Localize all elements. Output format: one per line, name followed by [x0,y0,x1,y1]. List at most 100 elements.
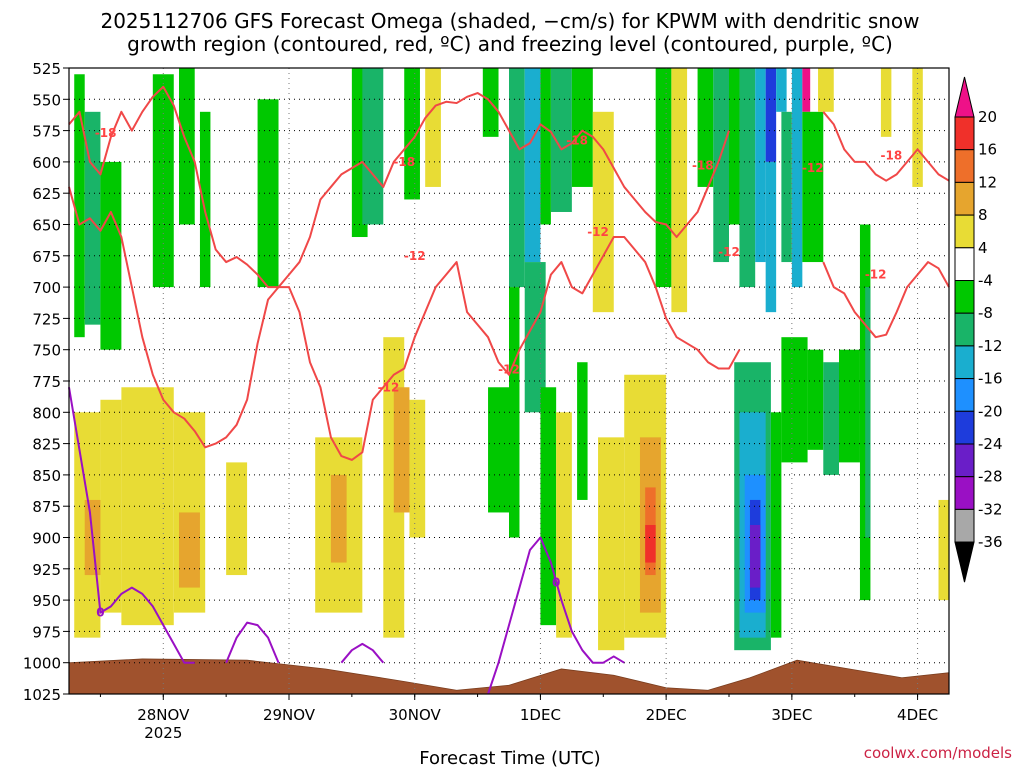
x-tick-label: 30NOV [389,706,442,724]
omega-cell [912,68,923,187]
x-tick-sublabel: 2025 [144,724,182,742]
credit-text: coolwx.com/models [864,744,1012,762]
chart-title-line-1: 2025112706 GFS Forecast Omega (shaded, −… [100,9,919,33]
omega-cell [781,337,808,463]
omega-cell [577,362,588,500]
omega-cell [179,68,195,225]
freezing-level-contour [225,621,280,664]
colorbar-bin [954,149,975,183]
y-tick-label: 725 [32,310,61,328]
x-tick-label: 3DEC [771,706,812,724]
colorbar-label: -28 [978,468,1003,486]
colorbar-bin [954,345,975,380]
colorbar-bin [954,214,975,249]
colorbar-label: -32 [978,500,1003,518]
colorbar-label: 16 [978,141,997,159]
omega-cell [550,68,572,212]
omega-cell [645,524,656,563]
terrain-surface [68,658,950,695]
contour-label: 0 [96,606,104,620]
omega-cell [524,262,546,413]
omega-cell [865,287,871,538]
y-tick-label: 550 [32,91,61,109]
colorbar: 20 16 12 8 4 -4 -8 -12 -16 -20 -24 -28 -32 -36 [954,76,1003,583]
freezing-level-contour [68,387,195,664]
colorbar-label: -4 [978,272,993,290]
freezing-level-contour [487,536,625,695]
x-tick-label: 2DEC [646,706,687,724]
colorbar-bin [954,378,975,412]
y-tick-label: 925 [32,561,61,579]
colorbar-bin [954,280,975,314]
omega-cell [598,437,625,651]
omega-cell [425,68,441,187]
omega-cell [697,68,714,187]
omega-cell [739,68,756,288]
colorbar-bin [954,181,975,216]
colorbar-label: 4 [978,239,988,257]
colorbar-label: -8 [978,304,993,322]
y-tick-label: 975 [32,623,61,641]
y-tick-label: 600 [32,154,61,172]
omega-cell [199,111,211,288]
y-tick-label: 650 [32,217,61,235]
omega-cell [121,387,174,626]
colorbar-bin [954,312,975,347]
x-tick-label: 28NOV [137,706,190,724]
omega-cell [880,68,892,137]
y-tick-label: 800 [32,404,61,422]
colorbar-bin [954,247,975,282]
omega-cell [556,412,572,638]
omega-cell [509,68,525,288]
y-tick-label: 525 [32,60,61,78]
colorbar-label: 12 [978,173,997,191]
colorbar-label: -16 [978,370,1003,388]
y-tick-label: 825 [32,436,61,454]
contour-label: 0 [552,576,560,590]
omega-cell [655,68,672,288]
colorbar-bin [954,508,975,543]
omega-cell [74,74,85,338]
y-tick-label: 850 [32,467,61,485]
snow-growth-contour [68,186,741,461]
omega-cell [749,524,761,588]
contour-layer: -18 -18 -18 -18 -18 -12 -12 -12 -12 -12 -12 -12 0 0 [68,85,950,695]
omega-cell [257,99,279,288]
contour-label: -18 [393,155,415,169]
omega-cell [524,68,541,263]
y-tick-label: 675 [32,248,61,266]
omega-cell [729,68,740,225]
omega-cell [791,68,803,288]
colorbar-label: -20 [978,402,1003,420]
y-tick-label: 575 [32,123,61,141]
contour-label: -12 [378,380,400,394]
snow-growth-contour [822,261,950,339]
y-tick-label: 1025 [23,686,61,704]
omega-cell [409,399,426,538]
y-tick-label: 875 [32,498,61,516]
omega-cell [540,68,551,225]
omega-cell [770,412,782,638]
x-tick-label: 4DEC [897,706,938,724]
omega-cell [755,68,766,263]
contour-label: -12 [587,225,609,239]
contour-label: -12 [802,161,824,175]
omega-cell [781,111,792,263]
omega-cell [765,68,777,162]
snow-growth-contour [68,85,730,289]
y-tick-label: 775 [32,373,61,391]
y-axis: 525 550 575 600 625 650 675 700 725 750 775 800 825 8… [23,60,69,704]
x-axis-label: Forecast Time (UTC) [419,748,600,768]
omega-cell [938,499,949,601]
y-tick-label: 700 [32,279,61,297]
colorbar-label: -36 [978,533,1003,551]
chart-title-line-2: growth region (contoured, red, ºC) and f… [127,32,893,56]
colorbar-label: -24 [978,435,1003,453]
contour-label: -18 [95,126,117,140]
omega-cell [807,349,824,450]
colorbar-bin [954,410,975,445]
omega-cell [393,387,410,513]
omega-cell [179,512,200,588]
